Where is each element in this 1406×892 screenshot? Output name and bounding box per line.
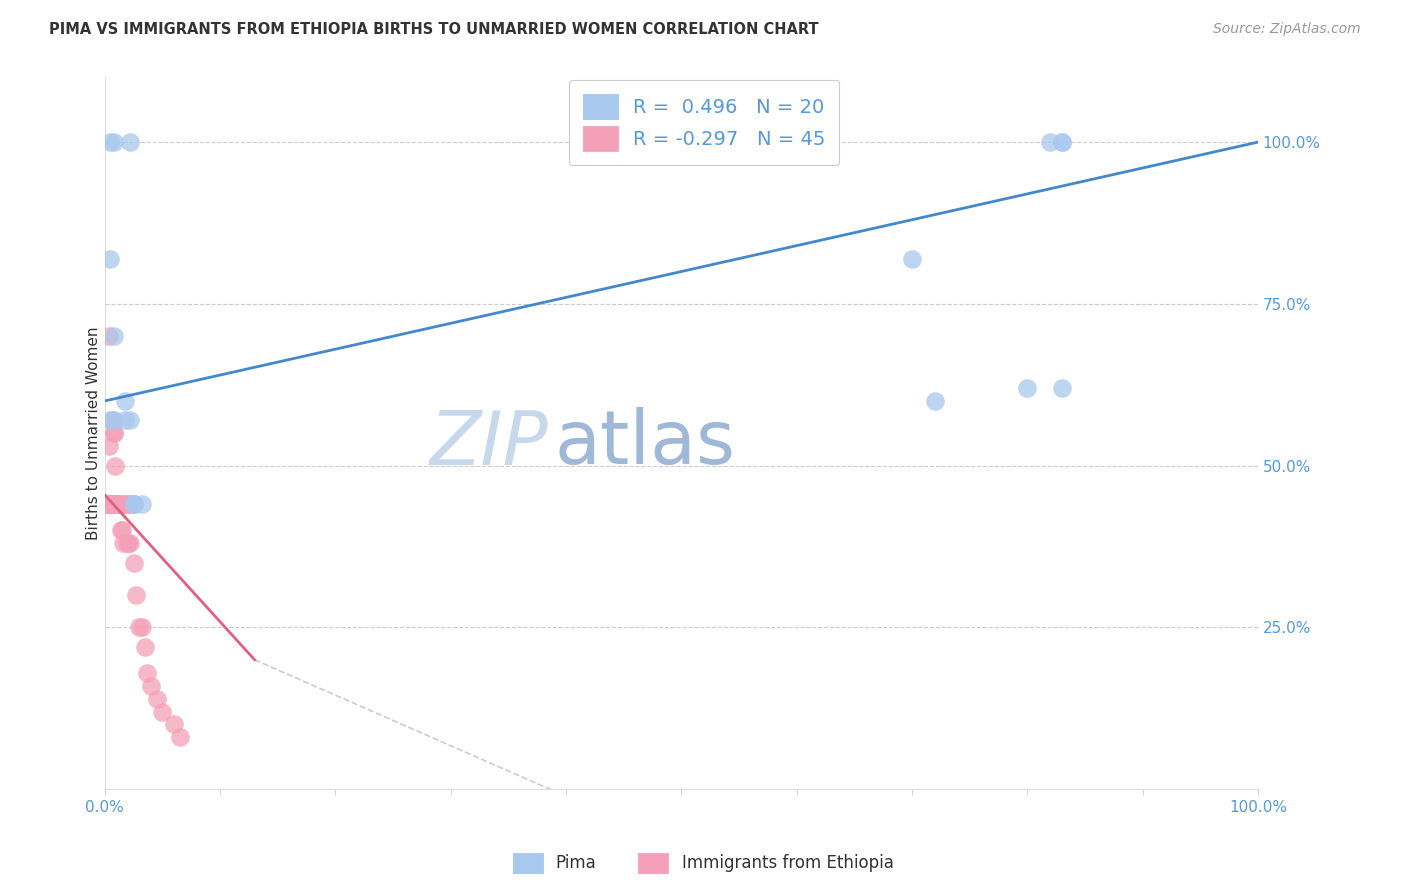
- Point: [117, 536, 139, 550]
- Point: [105, 498, 128, 512]
- Point: [115, 536, 138, 550]
- Point: [131, 620, 153, 634]
- Point: [107, 498, 129, 512]
- Point: [103, 329, 125, 343]
- Point: [169, 731, 191, 745]
- Point: [100, 413, 122, 427]
- Point: [101, 498, 124, 512]
- Point: [118, 536, 141, 550]
- Point: [96, 498, 118, 512]
- Point: [105, 498, 128, 512]
- Y-axis label: Births to Unmarried Women: Births to Unmarried Women: [86, 326, 101, 540]
- Point: [114, 393, 136, 408]
- Point: [111, 524, 134, 538]
- Legend: R =  0.496   N = 20, R = -0.297   N = 45: R = 0.496 N = 20, R = -0.297 N = 45: [569, 80, 839, 165]
- Point: [122, 498, 145, 512]
- Point: [103, 498, 125, 512]
- Point: [139, 679, 162, 693]
- Point: [131, 498, 153, 512]
- Point: [98, 329, 121, 343]
- Point: [104, 498, 127, 512]
- Point: [118, 498, 141, 512]
- Text: ZIP: ZIP: [430, 408, 548, 480]
- Point: [100, 413, 122, 427]
- Point: [104, 458, 127, 473]
- Point: [1050, 381, 1073, 395]
- Point: [1050, 135, 1073, 149]
- Point: [1017, 381, 1039, 395]
- Point: [108, 498, 131, 512]
- Legend: Pima, Immigrants from Ethiopia: Pima, Immigrants from Ethiopia: [506, 847, 900, 880]
- Point: [103, 426, 125, 441]
- Point: [118, 413, 141, 427]
- Point: [103, 413, 125, 427]
- Point: [112, 536, 135, 550]
- Point: [96, 498, 118, 512]
- Point: [100, 498, 122, 512]
- Point: [105, 498, 128, 512]
- Point: [1050, 135, 1073, 149]
- Point: [924, 393, 946, 408]
- Point: [105, 498, 128, 512]
- Point: [100, 498, 122, 512]
- Point: [118, 135, 141, 149]
- Point: [100, 498, 122, 512]
- Point: [114, 498, 136, 512]
- Point: [150, 705, 173, 719]
- Point: [122, 498, 145, 512]
- Point: [103, 426, 125, 441]
- Point: [1039, 135, 1062, 149]
- Point: [134, 640, 156, 654]
- Text: Source: ZipAtlas.com: Source: ZipAtlas.com: [1213, 22, 1361, 37]
- Point: [101, 498, 124, 512]
- Point: [100, 252, 122, 266]
- Point: [100, 498, 122, 512]
- Point: [98, 439, 121, 453]
- Point: [100, 135, 122, 149]
- Point: [110, 524, 132, 538]
- Point: [163, 717, 186, 731]
- Point: [122, 556, 145, 570]
- Point: [136, 665, 159, 680]
- Point: [128, 620, 150, 634]
- Point: [112, 498, 135, 512]
- Point: [107, 498, 129, 512]
- Text: atlas: atlas: [554, 408, 735, 481]
- Point: [901, 252, 924, 266]
- Point: [145, 691, 167, 706]
- Point: [122, 498, 145, 512]
- Text: PIMA VS IMMIGRANTS FROM ETHIOPIA BIRTHS TO UNMARRIED WOMEN CORRELATION CHART: PIMA VS IMMIGRANTS FROM ETHIOPIA BIRTHS …: [49, 22, 818, 37]
- Point: [125, 588, 148, 602]
- Point: [117, 498, 139, 512]
- Point: [114, 413, 136, 427]
- Point: [103, 135, 125, 149]
